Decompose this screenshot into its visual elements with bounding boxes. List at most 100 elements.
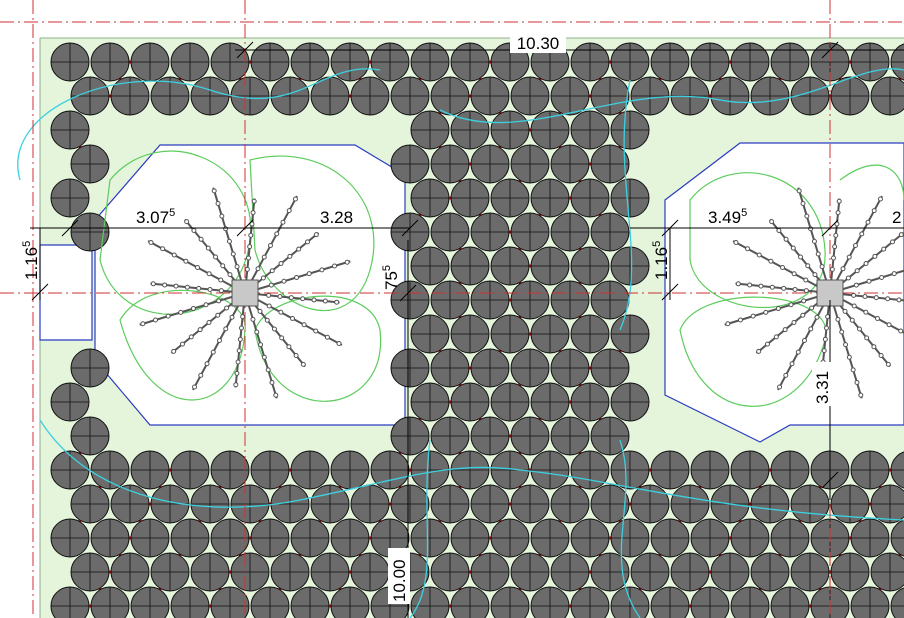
pile-cross xyxy=(151,77,189,115)
pile-cross xyxy=(431,77,469,115)
ray-node xyxy=(280,219,286,225)
ray-node xyxy=(334,299,340,305)
pile-cross xyxy=(51,111,89,149)
ray-node xyxy=(866,278,872,284)
ray-node xyxy=(856,326,862,332)
pile-cross xyxy=(511,553,549,591)
pile-cross xyxy=(331,587,369,618)
pile-cross xyxy=(451,587,489,618)
ray-node xyxy=(230,251,236,257)
ray-node xyxy=(195,265,201,271)
pile-cross xyxy=(471,485,509,523)
pile-cross xyxy=(651,519,689,557)
pile-cross xyxy=(611,111,649,149)
ray-node xyxy=(898,328,904,334)
ray-node xyxy=(821,348,827,354)
ray-node xyxy=(783,236,789,242)
pile-cross xyxy=(251,519,289,557)
pile-cross xyxy=(231,553,269,591)
ray-node xyxy=(782,327,788,333)
ray-node xyxy=(863,309,869,315)
ray-node xyxy=(815,251,821,257)
pile-cross xyxy=(431,485,469,523)
ray-node xyxy=(261,254,267,260)
ray-node xyxy=(220,263,226,269)
ray-node xyxy=(798,254,804,260)
ray-node xyxy=(152,317,158,323)
pile-cross xyxy=(71,145,109,183)
pile-cross xyxy=(471,417,509,455)
ray-node xyxy=(885,361,891,367)
ray-node xyxy=(846,354,852,360)
dimension-sup: 5 xyxy=(741,207,747,219)
pile-cross xyxy=(471,213,509,251)
ray-node xyxy=(238,325,244,331)
ray-node xyxy=(293,353,299,359)
ray-node xyxy=(226,238,232,244)
ray-node xyxy=(296,246,302,252)
pile-cross xyxy=(731,587,769,618)
pile-cross xyxy=(191,553,229,591)
ray-node xyxy=(852,243,858,249)
ray-node xyxy=(271,326,277,332)
ray-node xyxy=(287,253,293,259)
pile-cross xyxy=(591,213,629,251)
ray-node xyxy=(886,322,892,328)
dimension-label: 1.165 xyxy=(21,241,41,280)
pile-cross xyxy=(311,485,349,523)
ray-node xyxy=(248,232,254,238)
ray-node xyxy=(756,348,762,354)
ray-node xyxy=(768,258,774,264)
ray-node xyxy=(737,317,743,323)
ray-node xyxy=(803,288,809,294)
ray-node xyxy=(319,267,325,273)
ray-node xyxy=(842,308,848,314)
ray-node xyxy=(292,196,298,202)
pile-cross xyxy=(851,43,889,81)
ray-node xyxy=(758,283,764,289)
ray-node xyxy=(777,384,783,390)
dimension-sup: 5 xyxy=(169,207,175,219)
ray-node xyxy=(809,305,815,311)
ray-node xyxy=(198,372,204,378)
pile-cross xyxy=(131,587,169,618)
pile-cross xyxy=(471,553,509,591)
pile-cross xyxy=(111,77,149,115)
ray-node xyxy=(250,316,256,322)
pile-cross xyxy=(51,43,89,81)
pile-cross xyxy=(511,349,549,387)
ray-node xyxy=(286,208,292,214)
pile-cross xyxy=(311,77,349,115)
ray-node xyxy=(863,261,869,267)
pile-cross xyxy=(411,247,449,285)
pile-cross xyxy=(71,349,109,387)
pile-cross xyxy=(711,553,749,591)
pile-cross xyxy=(531,383,569,421)
ray-node xyxy=(803,277,809,283)
ray-node xyxy=(277,294,283,300)
pile-cross xyxy=(631,77,669,115)
ray-node xyxy=(234,370,240,376)
pile-cross xyxy=(531,451,569,489)
ray-node xyxy=(140,321,146,327)
ray-node xyxy=(800,312,806,318)
ray-node xyxy=(215,200,221,206)
pile-cross xyxy=(551,485,589,523)
ray-node xyxy=(178,309,184,315)
pile-cross xyxy=(851,451,889,489)
ray-node xyxy=(791,271,797,277)
ray-node xyxy=(279,335,285,341)
pile-cross xyxy=(871,553,904,591)
ray-node xyxy=(781,285,787,291)
dimension-text: 75 xyxy=(382,271,401,290)
pile-cross xyxy=(591,77,629,115)
ray-node xyxy=(148,240,154,246)
ray-node xyxy=(192,384,198,390)
ray-node xyxy=(790,245,796,251)
ray-node xyxy=(853,282,859,288)
pile-cross xyxy=(71,553,109,591)
pile-cross xyxy=(171,451,209,489)
ray-node xyxy=(216,298,222,304)
pile-cross xyxy=(651,43,689,81)
